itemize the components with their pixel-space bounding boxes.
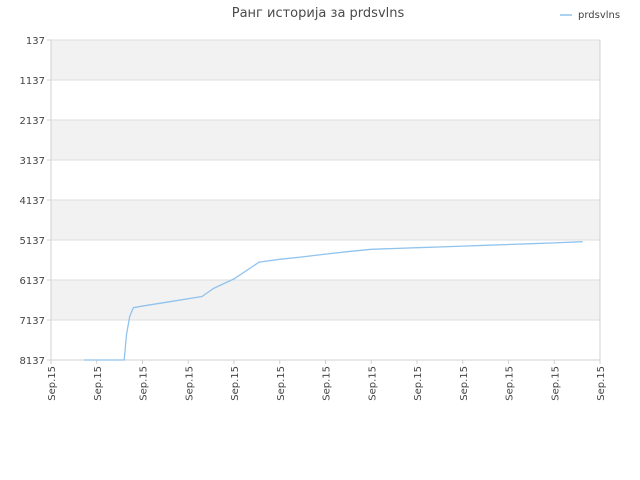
y-tick-label: 5137 [20,236,45,247]
x-tick-label: Sep.15 [367,366,378,401]
background-bands [51,40,600,320]
series-line [83,241,583,361]
y-tick-label: 8137 [20,356,45,367]
x-tick-label: Sep.15 [47,366,58,401]
legend-label: prdsvlns [578,10,620,21]
band [51,200,600,240]
x-tick-label: Sep.15 [596,366,607,401]
band [51,40,600,80]
y-tick-label: 2137 [20,116,45,127]
chart-title: Ранг историја за prdsvlns [232,6,405,21]
band [51,280,600,320]
x-tick-label: Sep.15 [230,366,241,401]
x-tick-label: Sep.15 [550,366,561,401]
band [51,120,600,160]
y-tick-label: 4137 [20,196,45,207]
y-tick-label: 3137 [20,156,45,167]
x-tick-label: Sep.15 [322,366,333,401]
x-tick-label: Sep.15 [93,366,104,401]
y-tick-label: 137 [26,36,45,47]
series-layer [83,241,583,361]
x-tick-label: Sep.15 [276,366,287,401]
x-tick-label: Sep.15 [459,366,470,401]
y-tick-label: 7137 [20,316,45,327]
x-tick-label: Sep.15 [413,366,424,401]
x-tick-labels: Sep.15 Sep.15 Sep.15 Sep.15 Sep.15 Sep.15 Sep.… [47,360,607,401]
y-tick-label: 1137 [20,76,45,87]
legend[interactable]: prdsvlns [560,10,620,21]
x-tick-label: Sep.15 [505,366,516,401]
x-tick-label: Sep.15 [184,366,195,401]
y-tick-label: 6137 [20,276,45,287]
x-tick-label: Sep.15 [139,366,150,401]
y-tick-labels: 137 1137 2137 3137 4137 5137 6137 7137 8137 [20,36,51,367]
